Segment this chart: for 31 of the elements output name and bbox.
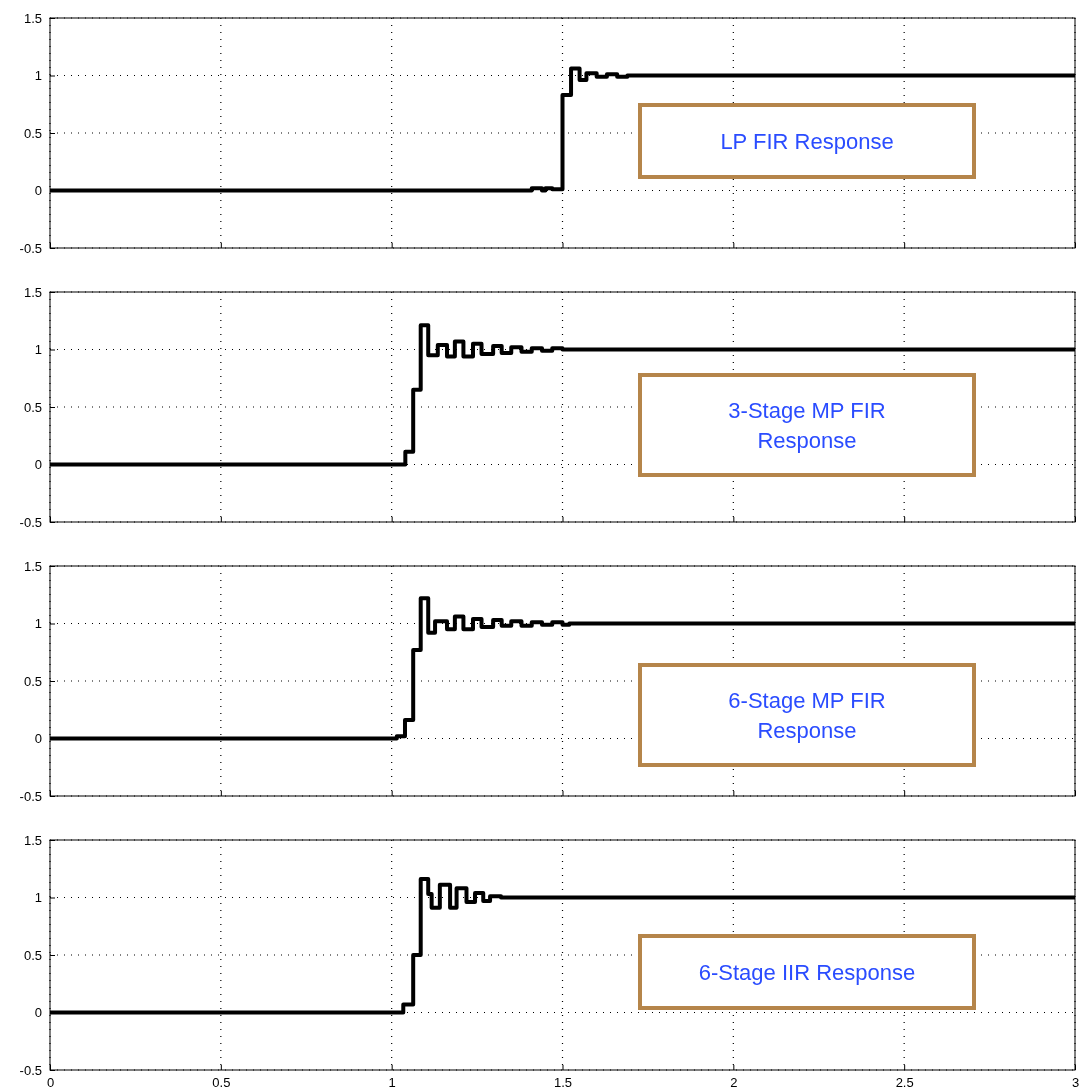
x-tick-label: 0 — [46, 1075, 55, 1090]
x-tick-label: 2.5 — [895, 1075, 914, 1090]
x-tick-label: 0.5 — [212, 1075, 231, 1090]
y-tick-label: -0.5 — [19, 240, 42, 256]
y-tick-label: 0.5 — [23, 399, 42, 415]
y-tick-label: 1 — [34, 890, 42, 906]
y-tick-label: 0.5 — [23, 673, 42, 689]
y-tick-label: 0 — [34, 1005, 42, 1021]
annotation: 6-Stage IIR Response — [698, 960, 916, 985]
y-tick-label: -0.5 — [19, 788, 42, 804]
annotation: 6-Stage MP FIR Response — [728, 688, 886, 743]
y-tick-label: 1.5 — [23, 832, 42, 848]
y-tick-label: 1.5 — [23, 284, 42, 300]
x-tick-label: 3 — [1071, 1075, 1080, 1090]
x-tick-label: 2 — [730, 1075, 738, 1090]
y-tick-label: 1 — [34, 68, 42, 84]
x-tick-label: 1.5 — [553, 1075, 573, 1090]
y-tick-label: -0.5 — [19, 1062, 42, 1078]
y-tick-label: 1.5 — [23, 10, 42, 26]
y-tick-label: 0.5 — [23, 125, 42, 141]
y-tick-label: -0.5 — [19, 514, 42, 530]
y-tick-label: 0 — [34, 731, 42, 747]
annotation: 3-Stage MP FIR Response — [728, 398, 886, 453]
y-tick-label: 0 — [34, 457, 42, 473]
y-tick-label: 0.5 — [23, 947, 42, 963]
y-tick-label: 0 — [34, 183, 42, 199]
x-tick-label: 1 — [388, 1075, 396, 1090]
y-tick-label: 1.5 — [23, 558, 42, 574]
annotation: LP FIR Response — [720, 129, 894, 154]
y-tick-label: 1 — [34, 616, 42, 632]
y-tick-label: 1 — [34, 342, 42, 358]
